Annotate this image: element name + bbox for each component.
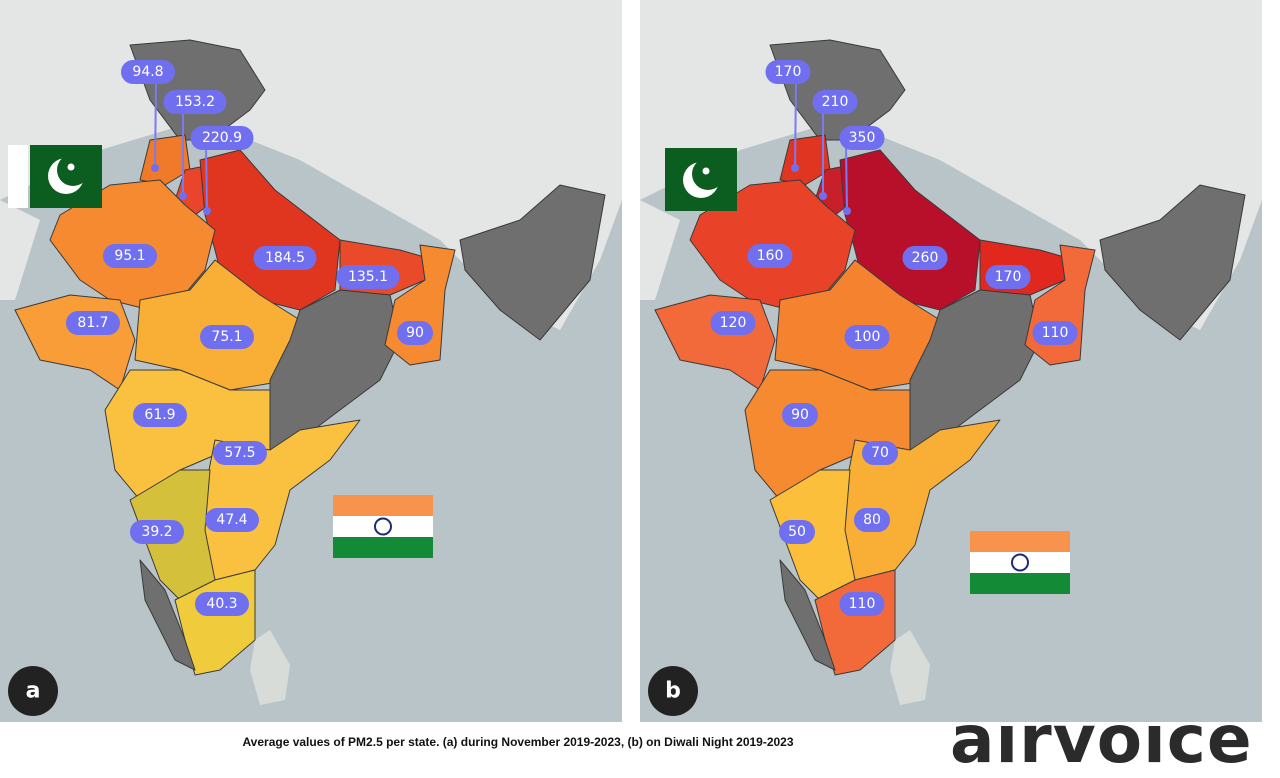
label-pill bbox=[844, 325, 890, 349]
panel-badge bbox=[8, 666, 58, 716]
leader-line bbox=[154, 81, 157, 169]
state-value: 39.2 bbox=[141, 524, 172, 540]
panel-badge bbox=[648, 666, 698, 716]
label-pill bbox=[765, 60, 811, 84]
state-value: 95.1 bbox=[114, 248, 145, 264]
leader-dot bbox=[819, 192, 827, 200]
state bbox=[909, 289, 1041, 451]
state bbox=[779, 134, 831, 186]
label-pill bbox=[133, 403, 187, 427]
state-value: 47.4 bbox=[216, 512, 247, 528]
state bbox=[779, 559, 836, 671]
state bbox=[269, 289, 401, 451]
leader-line bbox=[205, 147, 208, 212]
state-value: 350 bbox=[849, 130, 876, 146]
label-pill bbox=[195, 592, 249, 616]
label-pill bbox=[902, 246, 948, 270]
label-pill bbox=[190, 126, 254, 150]
label-pill bbox=[130, 520, 184, 544]
panel-letter: b bbox=[665, 679, 681, 704]
label-pill bbox=[862, 441, 898, 465]
state-value: 110 bbox=[1042, 325, 1069, 341]
state-value: 260 bbox=[912, 250, 939, 266]
state-value: 135.1 bbox=[348, 269, 388, 285]
state-value: 80 bbox=[863, 512, 881, 528]
state-value: 184.5 bbox=[265, 250, 305, 266]
state-value: 170 bbox=[995, 269, 1022, 285]
label-pill bbox=[163, 90, 227, 114]
label-pill bbox=[121, 60, 175, 84]
leader-line bbox=[794, 81, 797, 169]
flag-moon-cut bbox=[692, 158, 724, 190]
state-value: 70 bbox=[871, 445, 889, 461]
label-pill bbox=[1032, 321, 1078, 345]
label-pill bbox=[103, 244, 157, 268]
state-value: 50 bbox=[788, 524, 806, 540]
label-pill bbox=[812, 90, 858, 114]
leader-dot bbox=[179, 192, 187, 200]
flag-star bbox=[67, 163, 75, 171]
state bbox=[459, 184, 606, 341]
state-value: 220.9 bbox=[202, 130, 242, 146]
label-pill bbox=[985, 265, 1031, 289]
map-panel: 94.8 153.2 220.9 95.1 184.5 135.1 81.7 75.1 90 61… bbox=[0, 0, 622, 722]
land bbox=[640, 200, 680, 300]
state-value: 94.8 bbox=[132, 64, 163, 80]
state-value: 75.1 bbox=[211, 329, 242, 345]
state bbox=[139, 559, 196, 671]
label-pill bbox=[336, 265, 400, 289]
state-value: 120 bbox=[720, 315, 747, 331]
label-pill bbox=[213, 441, 267, 465]
panel-letter: a bbox=[26, 679, 41, 704]
label-pill bbox=[839, 592, 885, 616]
state-value: 90 bbox=[406, 325, 424, 341]
flag-white bbox=[970, 552, 1070, 573]
state bbox=[139, 134, 191, 186]
state-value: 170 bbox=[775, 64, 802, 80]
state-value: 81.7 bbox=[77, 315, 108, 331]
state-value: 110 bbox=[849, 596, 876, 612]
label-pill bbox=[66, 311, 120, 335]
flag-chakra bbox=[1011, 553, 1029, 572]
state-value: 61.9 bbox=[144, 407, 175, 423]
flag-moon-cut bbox=[57, 154, 89, 186]
flag-green bbox=[333, 537, 433, 558]
leader-dot bbox=[151, 164, 159, 172]
label-pill bbox=[397, 321, 433, 345]
state-value: 100 bbox=[854, 329, 881, 345]
state bbox=[1099, 184, 1246, 341]
sri-lanka bbox=[250, 630, 290, 705]
caption: Average values of PM2.5 per state. (a) d… bbox=[242, 735, 793, 749]
label-pill bbox=[839, 126, 885, 150]
state-value: 90 bbox=[791, 407, 809, 423]
label-pill bbox=[782, 403, 818, 427]
state-value: 210 bbox=[822, 94, 849, 110]
flag-white bbox=[333, 516, 433, 537]
label-pill bbox=[854, 508, 890, 532]
label-pill bbox=[710, 311, 756, 335]
leader-dot bbox=[791, 164, 799, 172]
state-value: 160 bbox=[757, 248, 784, 264]
label-pill bbox=[253, 246, 317, 270]
state-value: 57.5 bbox=[224, 445, 255, 461]
label-pill bbox=[779, 520, 815, 544]
land bbox=[0, 200, 40, 300]
flag-chakra bbox=[374, 517, 392, 536]
label-pill bbox=[205, 508, 259, 532]
flag-green bbox=[970, 573, 1070, 594]
leader-dot bbox=[203, 207, 211, 215]
leader-dot bbox=[843, 207, 851, 215]
flag-white bbox=[8, 145, 28, 208]
state-value: 40.3 bbox=[206, 596, 237, 612]
map-panel: 170 210 350 160 260 170 120 100 110 90 70 80 50 110 b bbox=[640, 0, 1262, 722]
label-pill bbox=[747, 244, 793, 268]
label-pill bbox=[200, 325, 254, 349]
flag-saffron bbox=[333, 495, 433, 516]
state-value: 153.2 bbox=[175, 94, 215, 110]
flag-saffron bbox=[970, 531, 1070, 552]
sri-lanka bbox=[890, 630, 930, 705]
leader-line bbox=[845, 147, 848, 212]
flag-star bbox=[702, 167, 710, 175]
